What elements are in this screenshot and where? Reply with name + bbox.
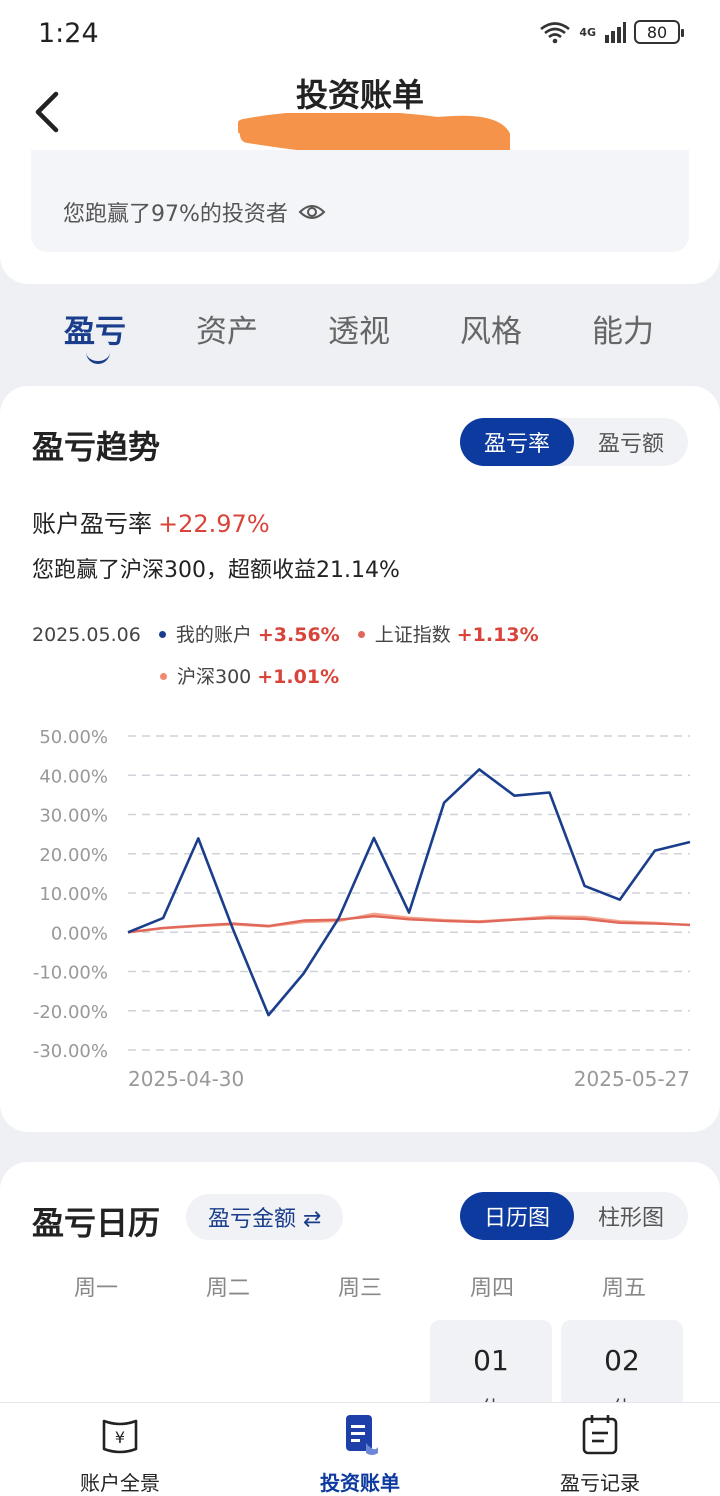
y-tick-label: 0.00% <box>51 923 108 944</box>
legend-csi300-value: +1.01% <box>257 666 340 688</box>
legend-csi300-name: 沪深300 <box>177 666 252 688</box>
account-rate-label: 账户盈亏率 <box>32 510 152 538</box>
weekday-thu: 周四 <box>469 1276 514 1301</box>
weekday-mon: 周一 <box>73 1276 118 1301</box>
tab-ability[interactable]: 能力 <box>592 314 654 350</box>
trend-toggle: 盈亏率 盈亏额 <box>459 418 688 466</box>
calendar-icon <box>582 1415 618 1455</box>
chart-legend: 2025.05.06 我的账户 +3.56% 上证指数 +1.13% <box>32 620 539 647</box>
x-tick-label: 2025-05-27 <box>574 1067 690 1091</box>
page-header: 投资账单 <box>0 68 720 168</box>
day-number: 02 <box>604 1344 640 1377</box>
legend-dot-csi300 <box>160 672 167 680</box>
wifi-icon <box>540 22 571 44</box>
y-tick-label: -10.00% <box>33 963 108 984</box>
y-tick-label: -30.00% <box>33 1041 108 1062</box>
nav-profit-records[interactable]: 盈亏记录 <box>510 1413 690 1496</box>
tab-perspective[interactable]: 透视 <box>328 314 390 350</box>
legend-date: 2025.05.06 <box>32 624 141 646</box>
legend-dot-account <box>158 630 166 638</box>
chevron-left-icon <box>35 91 59 133</box>
summary-card: 您跑赢了97%的投资者 <box>0 150 720 284</box>
nav-investment-bill[interactable]: 投资账单 <box>270 1413 450 1496</box>
legend-account-name: 我的账户 <box>175 624 252 646</box>
account-rate-row: 账户盈亏率 +22.97% <box>32 504 270 539</box>
day-number: 01 <box>473 1344 509 1377</box>
account-rate-value: +22.97% <box>158 510 270 538</box>
chart-legend-row2: 沪深300 +1.01% <box>160 662 339 689</box>
back-button[interactable] <box>30 88 66 136</box>
trend-card: 盈亏趋势 盈亏率 盈亏额 账户盈亏率 +22.97% 您跑赢了沪深300，超额收益… <box>0 386 720 1132</box>
calendar-toggle: 日历图 柱形图 <box>459 1192 688 1240</box>
trend-line-chart[interactable]: 50.00% 40.00% 30.00% 20.00% 10.00% 0.00% -10.0… <box>0 716 720 1096</box>
x-tick-label: 2025-04-30 <box>128 1067 244 1091</box>
status-icons: 4G 80 <box>539 20 684 44</box>
tab-assets[interactable]: 资产 <box>196 314 258 350</box>
y-tick-label: 50.00% <box>39 727 108 748</box>
nav-label: 账户全景 <box>80 1471 160 1495</box>
svg-text:¥: ¥ <box>115 1428 125 1447</box>
legend-sse-name: 上证指数 <box>374 624 451 646</box>
trend-title: 盈亏趋势 <box>32 428 161 466</box>
category-tabs: 盈亏 资产 透视 风格 能力 <box>0 306 720 366</box>
status-time: 1:24 <box>38 18 99 49</box>
series-line-account <box>127 768 691 1017</box>
tab-style[interactable]: 风格 <box>460 314 522 350</box>
legend-dot-sse <box>357 630 365 638</box>
toggle-bar-button[interactable]: 柱形图 <box>597 1206 664 1231</box>
series-line-sse <box>127 914 691 934</box>
y-tick-label: 40.00% <box>39 766 108 787</box>
status-bar: 1:24 4G 80 <box>0 0 720 68</box>
beat-investors-text: 您跑赢了97%的投资者 <box>63 202 288 227</box>
battery-icon: 80 <box>634 20 684 44</box>
weekday-header: 周一 周二 周三 周四 周五 <box>0 1270 720 1301</box>
beat-investors: 您跑赢了97%的投资者 <box>63 196 326 228</box>
wallet-icon: ¥ <box>102 1419 138 1454</box>
eye-icon[interactable] <box>298 202 326 222</box>
summary-box: 您跑赢了97%的投资者 <box>31 150 689 252</box>
toggle-calendar-button[interactable]: 日历图 <box>459 1192 574 1240</box>
y-tick-label: -20.00% <box>33 1002 108 1023</box>
weekday-fri: 周五 <box>601 1276 646 1301</box>
legend-account-value: +3.56% <box>257 624 340 646</box>
toggle-amount-button[interactable]: 盈亏额 <box>597 432 664 457</box>
y-tick-label: 20.00% <box>39 845 108 866</box>
network-type: 4G <box>579 25 596 39</box>
weekday-wed: 周三 <box>337 1276 382 1301</box>
weekday-tue: 周二 <box>205 1276 250 1301</box>
calendar-title: 盈亏日历 <box>32 1204 161 1242</box>
tab-profit-loss[interactable]: 盈亏 <box>64 314 126 350</box>
bottom-navigation: ¥ 账户全景 投资账单 盈亏记录 <box>0 1402 720 1496</box>
y-tick-label: 10.00% <box>39 884 108 905</box>
series-line-csi300 <box>127 912 691 934</box>
amount-switch-button[interactable]: 盈亏金额 ⇄ <box>186 1194 344 1240</box>
nav-label: 投资账单 <box>320 1471 400 1495</box>
legend-sse-value: +1.13% <box>456 624 539 646</box>
nav-label: 盈亏记录 <box>560 1471 640 1495</box>
benchmark-beat-text: 您跑赢了沪深300，超额收益21.14% <box>32 558 400 583</box>
toggle-rate-button[interactable]: 盈亏率 <box>459 418 574 466</box>
page-title: 投资账单 <box>295 76 424 114</box>
active-tab-indicator <box>86 352 110 364</box>
y-tick-label: 30.00% <box>39 806 108 827</box>
bill-icon <box>346 1415 378 1455</box>
nav-account-overview[interactable]: ¥ 账户全景 <box>30 1413 210 1496</box>
signal-icon <box>605 22 626 43</box>
